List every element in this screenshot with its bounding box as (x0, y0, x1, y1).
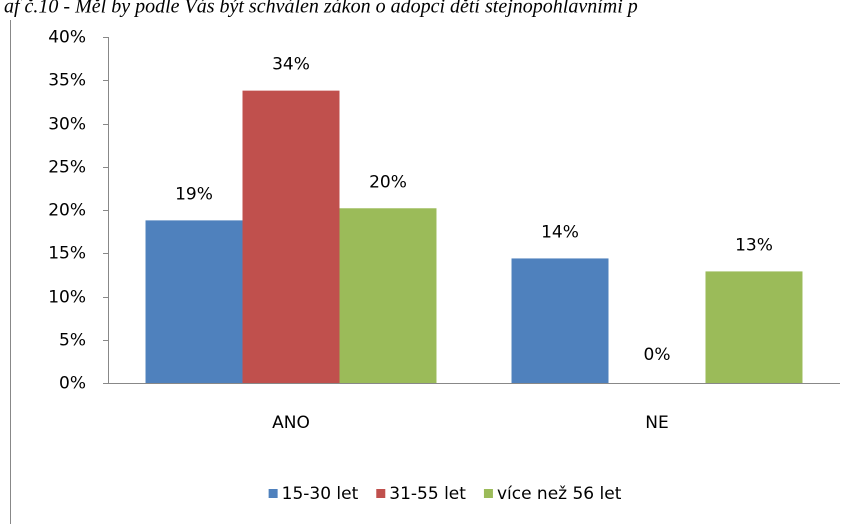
legend-swatch (483, 489, 493, 498)
data-label: 20% (369, 172, 407, 192)
bar (705, 271, 803, 383)
data-label: 13% (735, 235, 773, 255)
y-tick-label: 0% (59, 374, 86, 394)
y-tick-label: 15% (48, 244, 86, 264)
data-label: 14% (541, 222, 579, 242)
data-label: 0% (644, 345, 671, 365)
y-tick-label: 10% (48, 288, 86, 308)
bar (242, 90, 340, 383)
chart-title: af č.10 - Měl by podle Vás být schválen … (4, 0, 638, 18)
legend-label: 31-55 let (389, 484, 466, 504)
y-tick-label: 5% (59, 331, 86, 351)
y-tick-label: 35% (48, 71, 86, 91)
y-tick-label: 25% (48, 158, 86, 178)
legend-label: více než 56 let (497, 484, 622, 504)
x-tick-label: ANO (272, 413, 310, 433)
data-label: 19% (175, 184, 213, 204)
bar (145, 220, 243, 383)
y-tick-label: 20% (48, 201, 86, 221)
legend-label: 15-30 let (282, 484, 359, 504)
y-tick-label: 40% (48, 28, 86, 48)
data-label: 34% (272, 55, 310, 75)
bar (511, 258, 609, 383)
legend-swatch (268, 489, 278, 498)
x-tick-label: NE (645, 413, 668, 433)
legend-swatch (376, 489, 386, 498)
bar (339, 208, 437, 383)
y-tick-label: 30% (48, 115, 86, 135)
